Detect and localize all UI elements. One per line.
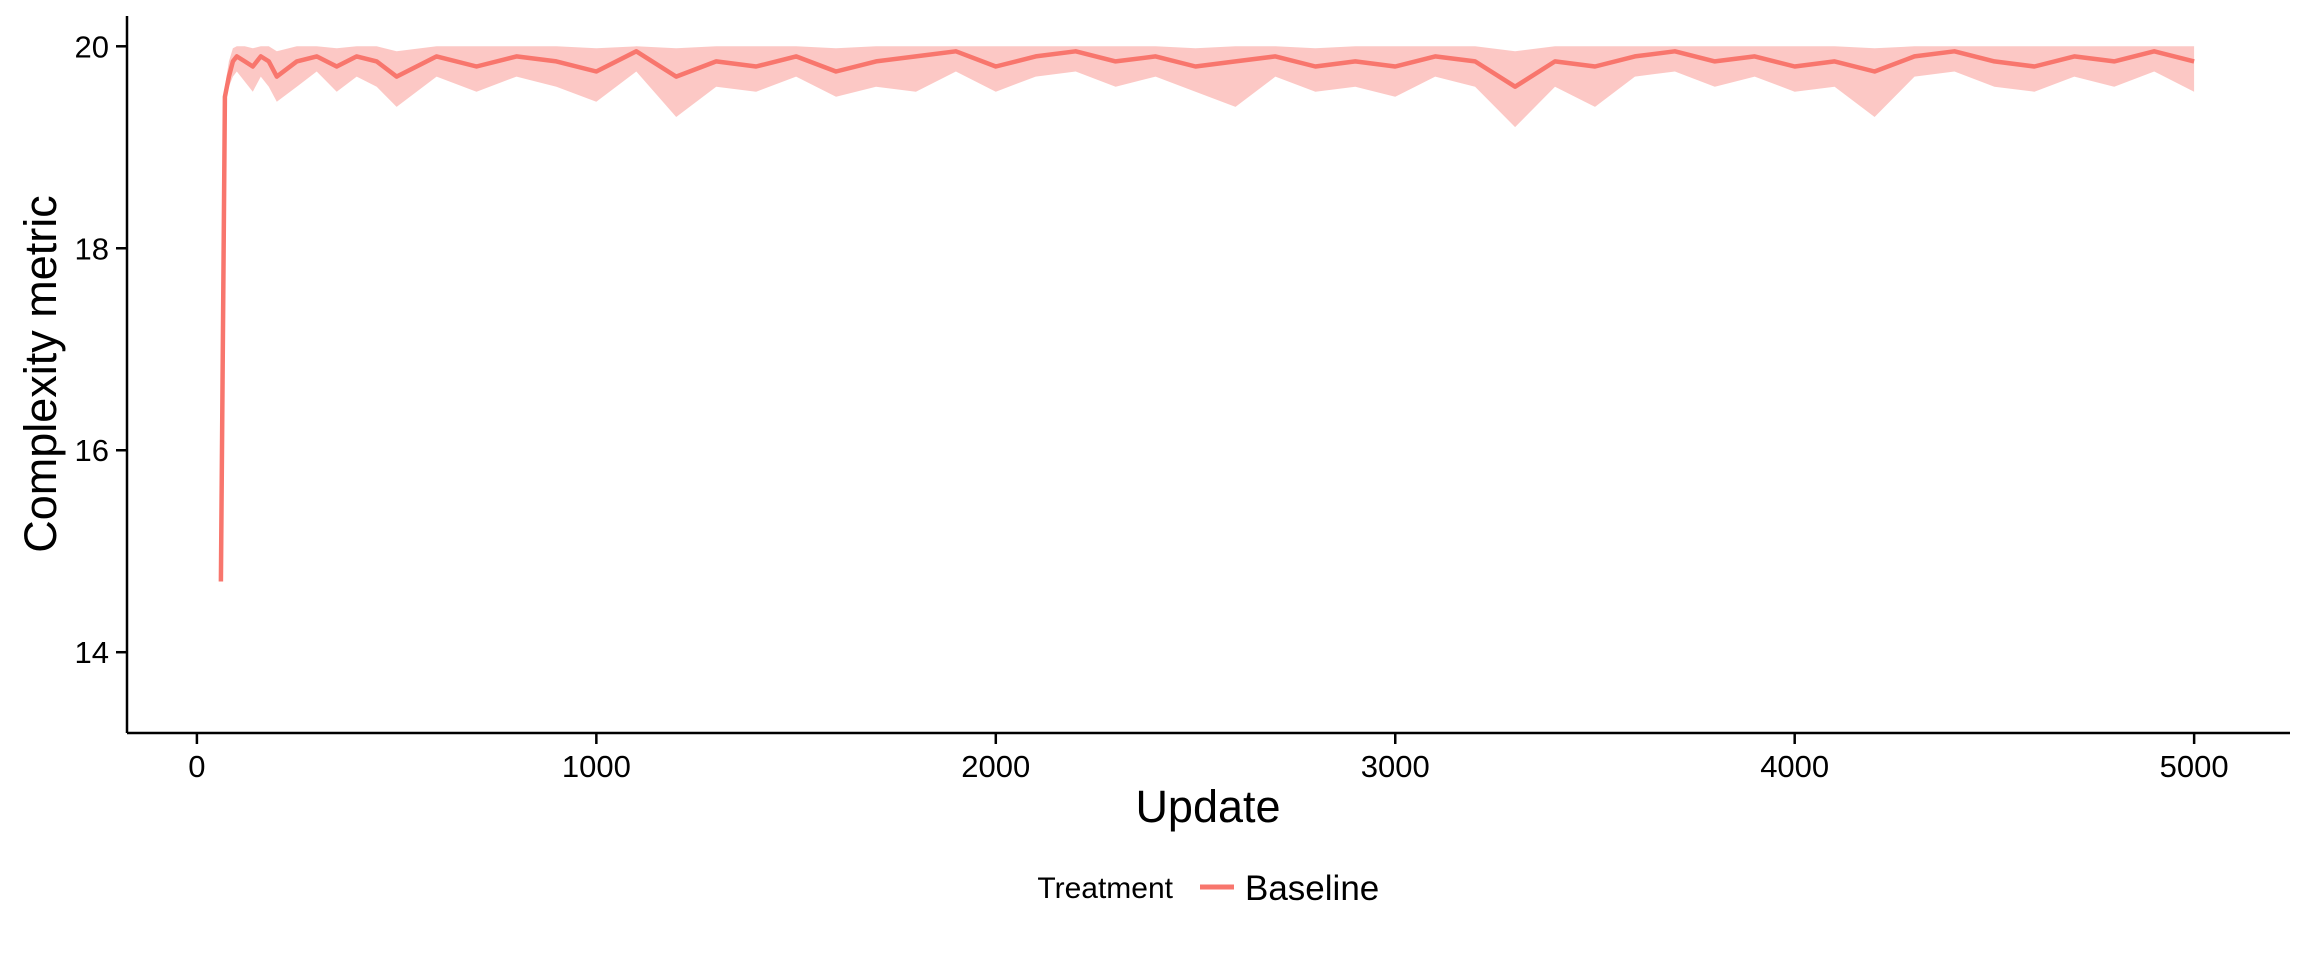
y-axis-title: Complexity metric <box>15 195 66 553</box>
y-tick-label: 14 <box>75 635 109 670</box>
x-tick-label: 0 <box>188 749 205 784</box>
legend-title: Treatment <box>1037 872 1173 905</box>
x-axis-title: Update <box>1135 781 1280 832</box>
y-axis-ticks: 14 16 18 20 <box>75 29 127 670</box>
plot-area <box>218 46 2195 582</box>
x-tick-label: 2000 <box>961 749 1030 784</box>
legend: Treatment Baseline <box>1037 869 1379 908</box>
x-tick-label: 1000 <box>562 749 631 784</box>
y-tick-label: 16 <box>75 433 109 468</box>
series-line-baseline <box>218 49 2195 582</box>
confidence-band <box>220 46 2195 582</box>
y-tick-label: 18 <box>75 231 109 266</box>
legend-label-baseline: Baseline <box>1245 869 1379 908</box>
x-tick-label: 5000 <box>2160 749 2229 784</box>
x-tick-label: 3000 <box>1361 749 1430 784</box>
y-tick-label: 20 <box>75 29 109 64</box>
x-tick-label: 4000 <box>1760 749 1829 784</box>
x-axis-ticks: 0 1000 2000 3000 4000 5000 <box>188 733 2229 784</box>
